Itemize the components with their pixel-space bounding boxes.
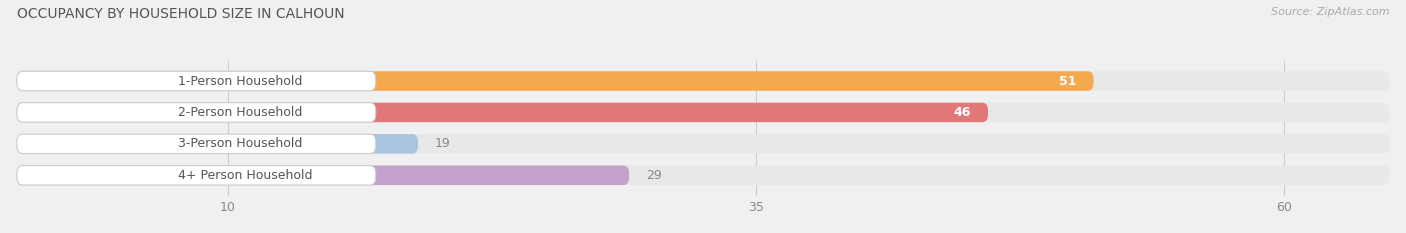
- FancyBboxPatch shape: [17, 166, 375, 185]
- FancyBboxPatch shape: [17, 166, 628, 185]
- FancyBboxPatch shape: [17, 71, 1389, 91]
- Text: Source: ZipAtlas.com: Source: ZipAtlas.com: [1271, 7, 1389, 17]
- Text: 3-Person Household: 3-Person Household: [179, 137, 302, 150]
- Text: 29: 29: [645, 169, 662, 182]
- FancyBboxPatch shape: [17, 71, 1094, 91]
- Text: OCCUPANCY BY HOUSEHOLD SIZE IN CALHOUN: OCCUPANCY BY HOUSEHOLD SIZE IN CALHOUN: [17, 7, 344, 21]
- FancyBboxPatch shape: [17, 134, 418, 154]
- Text: 2-Person Household: 2-Person Household: [179, 106, 302, 119]
- Text: 19: 19: [434, 137, 451, 150]
- FancyBboxPatch shape: [17, 134, 375, 154]
- FancyBboxPatch shape: [17, 166, 1389, 185]
- FancyBboxPatch shape: [17, 103, 375, 122]
- FancyBboxPatch shape: [17, 71, 375, 91]
- FancyBboxPatch shape: [17, 103, 1389, 122]
- FancyBboxPatch shape: [17, 134, 1389, 154]
- Text: 1-Person Household: 1-Person Household: [179, 75, 302, 88]
- Text: 46: 46: [953, 106, 972, 119]
- Text: 4+ Person Household: 4+ Person Household: [179, 169, 314, 182]
- FancyBboxPatch shape: [17, 103, 988, 122]
- Text: 51: 51: [1059, 75, 1077, 88]
